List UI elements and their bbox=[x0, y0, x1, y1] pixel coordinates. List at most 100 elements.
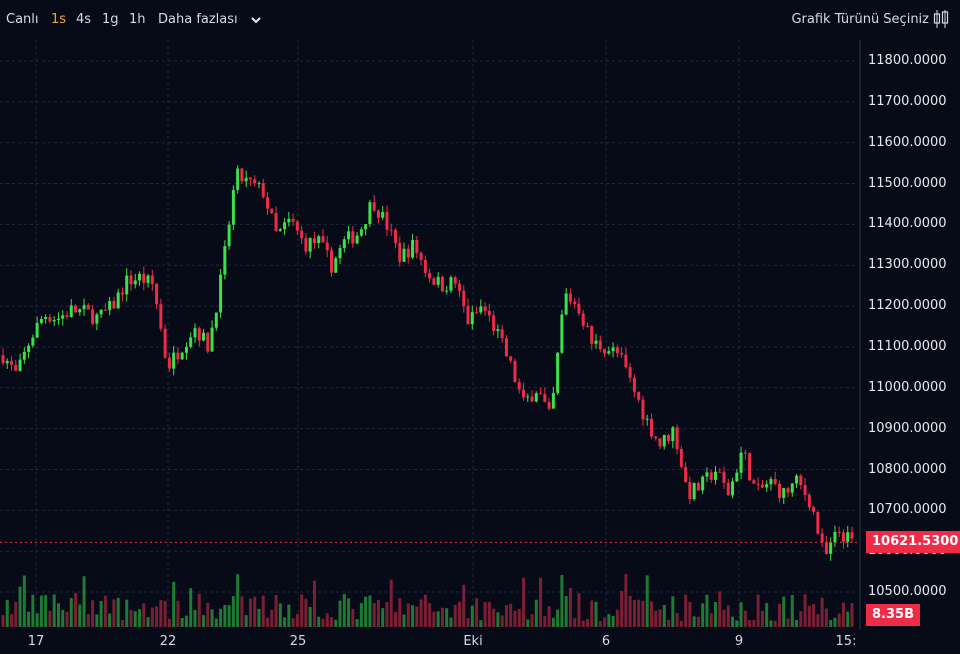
volume-bars bbox=[1, 574, 854, 627]
volume-bar bbox=[78, 604, 82, 627]
range-1g[interactable]: 1g bbox=[102, 12, 119, 27]
volume-bar bbox=[803, 594, 807, 627]
volume-bar bbox=[248, 598, 252, 627]
candle bbox=[355, 231, 359, 245]
candlestick-icon[interactable] bbox=[932, 9, 950, 29]
candle bbox=[406, 244, 410, 264]
volume-bar bbox=[146, 617, 150, 627]
candle bbox=[812, 505, 816, 515]
volume-bar bbox=[368, 595, 372, 627]
candle bbox=[824, 535, 828, 555]
candle bbox=[696, 481, 700, 491]
candle bbox=[5, 358, 9, 369]
candle bbox=[347, 226, 351, 244]
range-1h[interactable]: 1h bbox=[129, 12, 146, 27]
volume-bar bbox=[530, 614, 534, 627]
candle bbox=[530, 390, 534, 403]
volume-bar bbox=[291, 618, 295, 627]
candle bbox=[197, 326, 201, 347]
volume-bar bbox=[381, 608, 385, 627]
candle bbox=[496, 324, 500, 339]
candle bbox=[167, 352, 171, 372]
candle bbox=[637, 391, 641, 402]
volume-bar bbox=[423, 594, 427, 627]
volume-bar bbox=[560, 574, 564, 627]
candle bbox=[795, 473, 799, 488]
candle bbox=[632, 374, 636, 398]
volume-bar bbox=[773, 620, 777, 627]
candle bbox=[581, 309, 585, 330]
volume-bar bbox=[317, 616, 321, 627]
volume-bar bbox=[611, 615, 615, 627]
volume-bar bbox=[61, 609, 65, 627]
candle bbox=[432, 276, 436, 286]
volume-bar bbox=[189, 588, 193, 627]
candle bbox=[86, 303, 90, 310]
volume-bar bbox=[692, 616, 696, 627]
volume-bar bbox=[603, 617, 607, 627]
volume-bar bbox=[86, 614, 90, 627]
volume-bar bbox=[543, 615, 547, 627]
volume-bar bbox=[632, 600, 636, 627]
candle bbox=[261, 178, 265, 199]
time-tick-label: 15: bbox=[835, 634, 857, 649]
volume-bar bbox=[304, 598, 308, 627]
candle bbox=[155, 282, 159, 310]
volume-bar bbox=[202, 615, 206, 627]
volume-bar bbox=[14, 601, 18, 627]
volume-bar bbox=[722, 609, 726, 627]
candle bbox=[500, 325, 504, 343]
volume-bar bbox=[496, 612, 500, 627]
candle bbox=[69, 299, 73, 318]
volume-bar bbox=[56, 603, 60, 627]
volume-bar bbox=[261, 595, 265, 627]
volume-bar bbox=[22, 575, 26, 627]
volume-bar bbox=[210, 609, 214, 627]
volume-bar bbox=[278, 603, 282, 627]
volume-bar bbox=[684, 594, 688, 627]
candle bbox=[786, 486, 790, 498]
candle bbox=[731, 477, 735, 499]
range-live[interactable]: Canlı bbox=[6, 12, 39, 27]
candle bbox=[667, 434, 671, 445]
volume-bar bbox=[846, 611, 850, 627]
price-tick-label: 11200.0000 bbox=[868, 298, 947, 314]
volume-bar bbox=[790, 595, 794, 627]
candle bbox=[726, 478, 730, 496]
volume-bar bbox=[765, 603, 769, 627]
volume-bar bbox=[598, 620, 602, 627]
volume-bar bbox=[129, 609, 133, 627]
volume-bar bbox=[5, 599, 9, 627]
volume-bar bbox=[406, 603, 410, 627]
price-tick-label: 10700.0000 bbox=[868, 502, 947, 518]
candle bbox=[517, 378, 521, 394]
candle bbox=[654, 435, 658, 441]
chart-type-select[interactable]: Grafik Türünü Seçiniz bbox=[791, 12, 929, 27]
range-4s[interactable]: 4s bbox=[76, 12, 92, 27]
candle bbox=[675, 424, 679, 455]
volume-bar bbox=[590, 600, 594, 627]
volume-bar bbox=[419, 599, 423, 627]
volume-bar bbox=[483, 601, 487, 627]
volume-bar bbox=[526, 619, 530, 627]
price-tick-label: 11600.0000 bbox=[868, 134, 947, 150]
chevron-down-icon[interactable] bbox=[250, 14, 262, 26]
volume-bar bbox=[176, 600, 180, 627]
volume-bar bbox=[556, 609, 560, 627]
volume-bar bbox=[701, 603, 705, 627]
candle bbox=[769, 476, 773, 491]
range-1s[interactable]: 1s bbox=[51, 12, 67, 27]
volume-bar bbox=[760, 610, 764, 627]
candle bbox=[295, 219, 299, 235]
more-ranges-button[interactable]: Daha fazlası bbox=[158, 12, 238, 27]
candle bbox=[590, 325, 594, 350]
volume-bar bbox=[74, 593, 78, 627]
candle bbox=[364, 224, 368, 236]
volume-bar bbox=[389, 579, 393, 627]
candle bbox=[142, 266, 146, 291]
time-tick-label: 25 bbox=[289, 634, 307, 649]
candle bbox=[35, 316, 39, 339]
volume-bar bbox=[577, 593, 581, 627]
volume-bar bbox=[31, 594, 35, 627]
